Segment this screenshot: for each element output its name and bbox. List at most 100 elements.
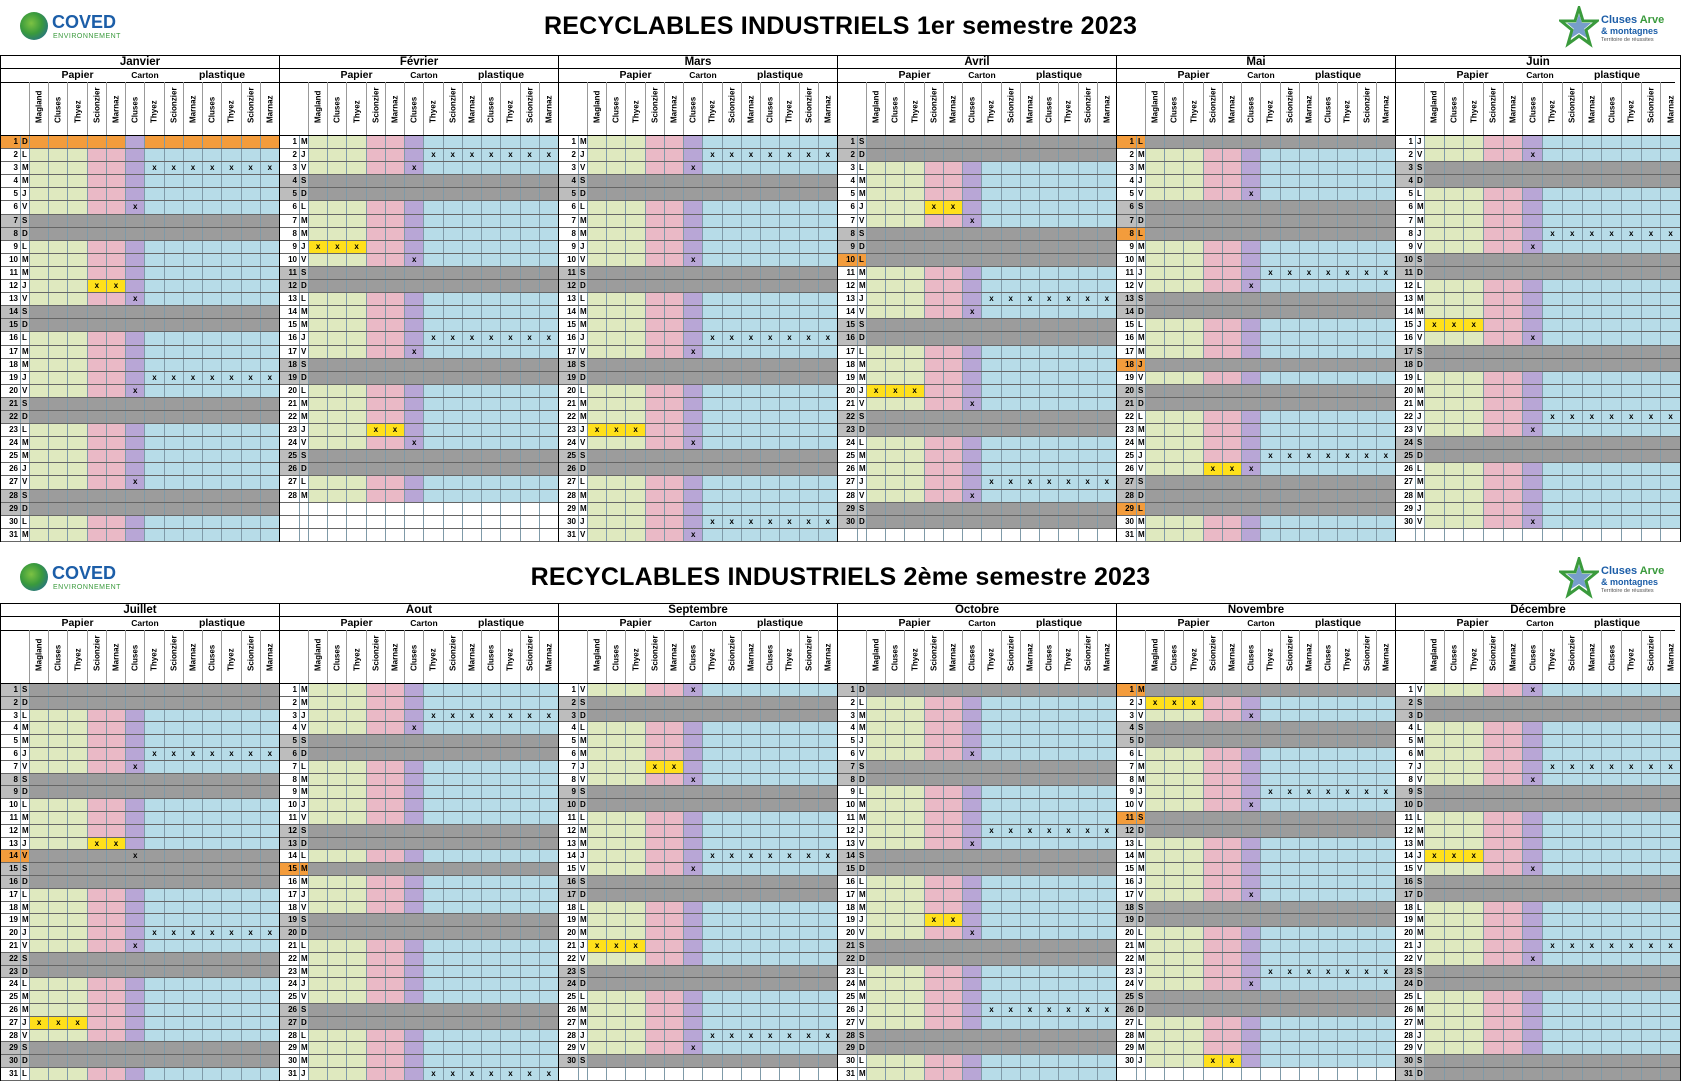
day-cell: [721, 319, 741, 332]
day-cell: [1260, 397, 1280, 410]
day-row: 26 J: [1, 463, 279, 477]
day-cell: [866, 799, 886, 811]
day-number: 9: [838, 786, 857, 799]
day-cell: [308, 515, 328, 528]
column-label: Marnaz: [1304, 95, 1314, 123]
day-letter: J: [857, 735, 866, 747]
day-cell: [404, 709, 424, 722]
day-cell: [240, 824, 260, 837]
day-cell: [29, 410, 49, 424]
day-row: 25 L: [559, 991, 837, 1004]
day-cell: [1443, 358, 1464, 371]
day-cell: [67, 253, 87, 266]
day-number: 20: [559, 384, 578, 397]
day-cell: [29, 280, 49, 293]
col-spacer: [578, 82, 587, 135]
day-cell: [721, 1067, 741, 1080]
day-cell: [1077, 149, 1097, 162]
day-cell: [721, 489, 741, 502]
column-header: Cluses: [1522, 82, 1542, 135]
column-header: Marnaz: [663, 82, 683, 135]
day-cell: [904, 280, 924, 293]
day-cell: [1463, 162, 1484, 175]
semester-title: RECYCLABLES INDUSTRIELS 1er semestre 202…: [543, 12, 1138, 40]
day-cell: [29, 901, 49, 914]
month-octobre: Octobre Papier Carton plastique Magland Cluse…: [837, 603, 1117, 1081]
day-cell: [663, 397, 684, 410]
day-cell: [423, 1016, 443, 1029]
day-cell: [702, 384, 722, 397]
group-carton: Carton: [1521, 69, 1559, 83]
day-cell: [240, 175, 260, 188]
day-cell: [683, 358, 703, 371]
day-cell: [105, 722, 126, 735]
day-cell: [48, 214, 68, 227]
day-cell: [1145, 515, 1165, 528]
day-cell: [346, 201, 366, 214]
day-cell: [519, 1016, 539, 1029]
group-carton: Carton: [405, 617, 443, 631]
day-cell: [587, 1003, 607, 1016]
day-cell: [202, 201, 222, 214]
day-cell: [1183, 332, 1203, 345]
day-cell: [702, 760, 722, 773]
column-header: Cluses: [885, 630, 904, 683]
day-cell: [1601, 515, 1621, 528]
day-cell: [625, 952, 645, 965]
day-letter: J: [857, 201, 866, 214]
day-cell: [1483, 371, 1503, 384]
day-cell: [202, 149, 222, 162]
day-cell: [683, 214, 703, 227]
day-cell: [1640, 266, 1661, 280]
day-cell: [519, 1055, 539, 1067]
day-cell: [105, 824, 126, 837]
day-cell: [760, 863, 780, 875]
day-cell: [625, 799, 645, 811]
column-header: Thyez: [904, 82, 923, 135]
day-row: 16 L: [1, 332, 279, 346]
day-cell: [404, 149, 424, 162]
day-cell: [923, 476, 943, 489]
collection-mark: x: [1640, 227, 1661, 240]
day-cell: [384, 136, 405, 149]
day-cell: [923, 760, 943, 773]
day-row: 11 V: [280, 811, 558, 825]
day-cell: [48, 463, 68, 476]
day-cell: [1298, 528, 1319, 541]
day-cell: [442, 175, 462, 188]
day-cell: [1183, 397, 1203, 410]
day-cell: [1058, 188, 1078, 201]
day-cell: [1058, 384, 1078, 397]
group-spacer: [838, 617, 866, 631]
day-cell: [1077, 175, 1097, 188]
day-cell: [461, 515, 482, 528]
day-cell: [1058, 201, 1078, 214]
day-cell: [125, 266, 145, 280]
day-cell: [885, 136, 905, 149]
day-cell: [365, 371, 385, 384]
day-cell: [500, 371, 520, 384]
day-cell: [384, 1055, 405, 1067]
day-letter: L: [299, 293, 308, 306]
day-cell: [1542, 332, 1562, 345]
day-cell: [702, 397, 722, 410]
day-cell: [962, 760, 982, 773]
day-cell: [1356, 489, 1376, 502]
day-cell: [461, 437, 482, 450]
day-cell: [866, 253, 886, 266]
day-letter: J: [20, 463, 29, 476]
day-cell: [29, 760, 49, 773]
day-cell: [1183, 476, 1203, 489]
day-letter: V: [299, 991, 308, 1003]
day-cell: [481, 306, 501, 319]
column-header: Marnaz: [105, 630, 125, 683]
day-number: 7: [1, 214, 20, 227]
day-cell: [1463, 240, 1484, 253]
day-cell: [163, 1016, 183, 1029]
day-cell: [1424, 371, 1444, 384]
day-cell: [519, 927, 539, 939]
day-cell: [702, 489, 722, 502]
